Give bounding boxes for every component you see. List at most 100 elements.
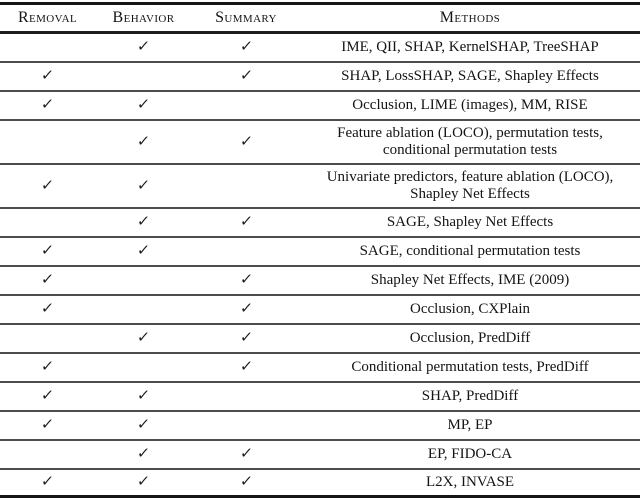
methods-cell: Univariate predictors, feature ablation … — [326, 169, 614, 202]
checkmark-icon: ✓ — [40, 417, 55, 433]
summary-check-cell: ✓ — [192, 133, 300, 150]
checkmark-icon: ✓ — [136, 446, 151, 462]
table-body: ✓ ✓ IME, QII, SHAP, KernelSHAP, TreeSHAP ✓ ✓… — [0, 34, 640, 495]
methods-cell: Occlusion, LIME (images), MM, RISE — [352, 97, 588, 113]
table-row: ✓ ✓ MP, EP — [0, 412, 640, 441]
removal-check-cell: ✓ — [0, 243, 95, 259]
summary-check-cell: ✓ — [192, 359, 300, 375]
checkmark-icon: ✓ — [238, 474, 254, 490]
table-row: ✓ ✓ Shapley Net Effects, IME (2009) — [0, 267, 640, 296]
checkmark-icon: ✓ — [40, 388, 55, 404]
table-row: ✓ ✓ Occlusion, PredDiff — [0, 325, 640, 354]
checkmark-icon: ✓ — [136, 417, 151, 433]
table-row: ✓ ✓ EP, FIDO-CA — [0, 441, 640, 470]
removal-check-cell: ✓ — [0, 97, 95, 113]
behavior-check-cell: ✓ — [95, 133, 192, 150]
removal-check-cell: ✓ — [0, 272, 95, 288]
behavior-check-cell: ✓ — [95, 39, 192, 55]
checkmark-icon: ✓ — [136, 474, 151, 490]
methods-cell: MP, EP — [447, 417, 493, 433]
methods-cell: Occlusion, PredDiff — [409, 330, 531, 346]
removal-check-cell: ✓ — [0, 177, 95, 194]
methods-cell: SAGE, conditional permutation tests — [359, 243, 581, 259]
checkmark-icon: ✓ — [136, 388, 151, 404]
checkmark-icon: ✓ — [238, 359, 254, 375]
summary-check-cell: ✓ — [192, 474, 300, 490]
methods-cell: SAGE, Shapley Net Effects — [386, 214, 554, 230]
column-header-summary: Summary — [215, 9, 277, 26]
checkmark-icon: ✓ — [136, 177, 151, 194]
summary-check-cell: ✓ — [192, 39, 300, 55]
behavior-check-cell: ✓ — [95, 97, 192, 113]
checkmark-icon: ✓ — [40, 272, 55, 288]
removal-check-cell: ✓ — [0, 474, 95, 490]
checkmark-icon: ✓ — [238, 68, 254, 84]
table-row: ✓ ✓ SAGE, conditional permutation tests — [0, 238, 640, 267]
removal-check-cell: ✓ — [0, 417, 95, 433]
methods-cell: Shapley Net Effects, IME (2009) — [370, 272, 570, 288]
table-row: ✓ ✓ SHAP, LossSHAP, SAGE, Shapley Effects — [0, 63, 640, 92]
summary-check-cell: ✓ — [192, 68, 300, 84]
checkmark-icon: ✓ — [136, 243, 151, 259]
column-header-removal: Removal — [17, 9, 78, 26]
summary-check-cell: ✓ — [192, 446, 300, 462]
checkmark-icon: ✓ — [40, 97, 55, 113]
removal-check-cell: ✓ — [0, 301, 95, 317]
table-row: ✓ ✓ IME, QII, SHAP, KernelSHAP, TreeSHAP — [0, 34, 640, 63]
checkmark-icon: ✓ — [238, 272, 254, 288]
table-row: ✓ ✓ Occlusion, LIME (images), MM, RISE — [0, 92, 640, 121]
behavior-check-cell: ✓ — [95, 243, 192, 259]
checkmark-icon: ✓ — [40, 177, 55, 194]
checkmark-icon: ✓ — [136, 97, 151, 113]
summary-check-cell: ✓ — [192, 330, 300, 346]
table-row: ✓ ✓ ✓ L2X, INVASE — [0, 470, 640, 495]
column-header-behavior: Behavior — [112, 9, 175, 26]
behavior-check-cell: ✓ — [95, 474, 192, 490]
table-row: ✓ ✓ Conditional permutation tests, PredDif… — [0, 354, 640, 383]
checkmark-icon: ✓ — [40, 68, 55, 84]
methods-cell: L2X, INVASE — [425, 474, 515, 490]
table-header-row: Removal Behavior Summary Methods — [0, 5, 640, 34]
methods-cell: Conditional permutation tests, PredDiff — [351, 359, 589, 375]
checkmark-icon: ✓ — [40, 243, 55, 259]
summary-check-cell: ✓ — [192, 272, 300, 288]
checkmark-icon: ✓ — [238, 214, 254, 230]
methods-cell: SHAP, PredDiff — [421, 388, 519, 404]
behavior-check-cell: ✓ — [95, 214, 192, 230]
checkmark-icon: ✓ — [238, 330, 254, 346]
checkmark-icon: ✓ — [136, 133, 151, 150]
removal-check-cell: ✓ — [0, 68, 95, 84]
table-row: ✓ ✓ Occlusion, CXPlain — [0, 296, 640, 325]
removal-check-cell: ✓ — [0, 359, 95, 375]
behavior-check-cell: ✓ — [95, 446, 192, 462]
checkmark-icon: ✓ — [136, 214, 151, 230]
checkmark-icon: ✓ — [40, 301, 55, 317]
checkmark-icon: ✓ — [40, 359, 55, 375]
behavior-check-cell: ✓ — [95, 417, 192, 433]
checkmark-icon: ✓ — [136, 39, 151, 55]
methods-cell: Feature ablation (LOCO), permutation tes… — [337, 125, 603, 158]
behavior-check-cell: ✓ — [95, 388, 192, 404]
table-row: ✓ ✓ SHAP, PredDiff — [0, 383, 640, 412]
table-row: ✓ ✓ SAGE, Shapley Net Effects — [0, 209, 640, 238]
methods-cell: IME, QII, SHAP, KernelSHAP, TreeSHAP — [341, 39, 599, 55]
checkmark-icon: ✓ — [136, 330, 151, 346]
checkmark-icon: ✓ — [238, 301, 254, 317]
behavior-check-cell: ✓ — [95, 177, 192, 194]
behavior-check-cell: ✓ — [95, 330, 192, 346]
checkmark-icon: ✓ — [40, 474, 55, 490]
checkmark-icon: ✓ — [238, 39, 254, 55]
column-header-methods: Methods — [439, 9, 501, 26]
methods-cell: Occlusion, CXPlain — [410, 301, 530, 317]
table-row: ✓ ✓ Univariate predictors, feature ablatio… — [0, 165, 640, 209]
table-row: ✓ ✓ Feature ablation (LOCO), permutation t… — [0, 121, 640, 165]
methods-cell: SHAP, LossSHAP, SAGE, Shapley Effects — [341, 68, 599, 84]
summary-check-cell: ✓ — [192, 301, 300, 317]
removal-check-cell: ✓ — [0, 388, 95, 404]
methods-cell: EP, FIDO-CA — [427, 446, 513, 462]
checkmark-icon: ✓ — [238, 133, 254, 150]
summary-check-cell: ✓ — [192, 214, 300, 230]
checkmark-icon: ✓ — [238, 446, 254, 462]
